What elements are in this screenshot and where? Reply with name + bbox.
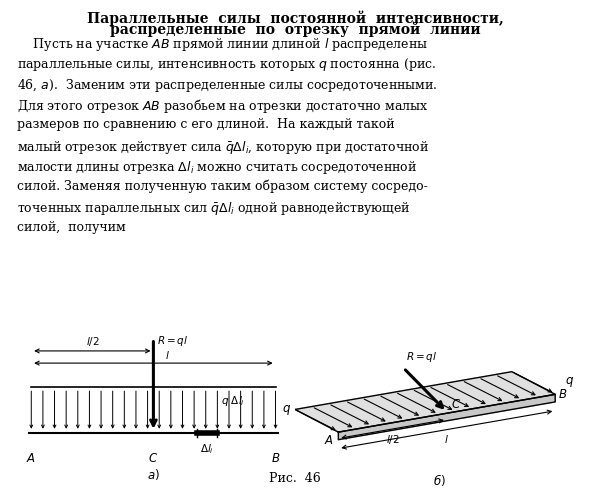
Text: $l$: $l$ [444, 434, 449, 445]
Text: $C$: $C$ [451, 398, 461, 411]
Text: Параллельные  силы  постоянной  интенсивности,: Параллельные силы постоянной интенсивнос… [87, 11, 503, 26]
Text: $B$: $B$ [271, 452, 280, 465]
Text: $R = ql$: $R = ql$ [158, 334, 189, 348]
Text: $l/2$: $l/2$ [386, 433, 399, 446]
Text: $R = ql$: $R = ql$ [407, 350, 438, 364]
Text: $а)$: $а)$ [147, 467, 160, 482]
Text: $l/2$: $l/2$ [86, 335, 99, 349]
Text: Рис.  46: Рис. 46 [269, 472, 321, 485]
Text: силой. Заменяя полученную таким образом систему сосредо-: силой. Заменяя полученную таким образом … [17, 180, 427, 193]
Text: размеров по сравнению с его длиной.  На каждый такой: размеров по сравнению с его длиной. На к… [17, 118, 394, 131]
Text: $q$: $q$ [283, 403, 291, 417]
Text: малости длины отрезка $\Delta l_i$ можно считать сосредоточенной: малости длины отрезка $\Delta l_i$ можно… [17, 159, 417, 176]
Text: $\Delta l_i$: $\Delta l_i$ [200, 442, 214, 456]
Polygon shape [339, 394, 555, 439]
Text: $q$: $q$ [565, 375, 574, 389]
Text: Для этого отрезок $AB$ разобьем на отрезки достаточно малых: Для этого отрезок $AB$ разобьем на отрез… [17, 97, 428, 116]
Text: распределенные  по  отрезку  прямой  линии: распределенные по отрезку прямой линии [110, 22, 480, 37]
Text: Пусть на участке $AB$ прямой линии длиной $l$ распределены: Пусть на участке $AB$ прямой линии длино… [17, 36, 427, 53]
Text: $l$: $l$ [165, 350, 169, 362]
Text: $A$: $A$ [27, 452, 36, 465]
Text: $б)$: $б)$ [433, 472, 446, 489]
Text: силой,  получим: силой, получим [17, 221, 125, 234]
Text: $B$: $B$ [558, 388, 568, 401]
Text: $C$: $C$ [148, 452, 159, 465]
Text: 46, $a$).  Заменим эти распределенные силы сосредоточенными.: 46, $a$). Заменим эти распределенные сил… [17, 77, 437, 94]
Text: $A$: $A$ [324, 434, 334, 447]
Text: параллельные силы, интенсивность которых $q$ постоянна (рис.: параллельные силы, интенсивность которых… [17, 57, 436, 73]
Text: малый отрезок действует сила $\bar{q}\Delta l_i$, которую при достаточной: малый отрезок действует сила $\bar{q}\De… [17, 139, 429, 156]
Text: $q \ \Delta l_i$: $q \ \Delta l_i$ [221, 394, 245, 408]
Text: точенных параллельных сил $\bar{q}\Delta l_i$ одной равнодействующей: точенных параллельных сил $\bar{q}\Delta… [17, 200, 410, 217]
Polygon shape [295, 372, 555, 432]
